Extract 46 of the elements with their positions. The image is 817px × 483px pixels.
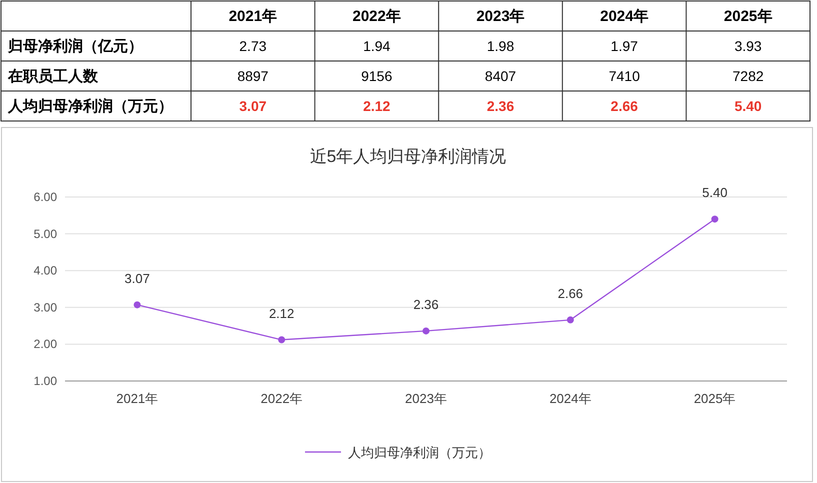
y-tick-label: 6.00 (34, 190, 58, 204)
point (422, 327, 430, 334)
data-label: 8897 (237, 68, 269, 84)
x-tick-label: 2021年 (228, 8, 278, 25)
data-label: 1.97 (610, 38, 638, 54)
y-tick-label: 3.00 (34, 300, 58, 314)
data-label: 1.94 (363, 38, 391, 54)
x-tick-label: 2022年 (260, 391, 303, 406)
point (566, 316, 574, 324)
point (711, 216, 718, 223)
x-tick-label: 2021年 (116, 391, 158, 406)
y-tick-label: 人均归母净利润（万元） (7, 97, 173, 115)
data-label: 7410 (608, 68, 640, 84)
x-tick-label: 2023年 (476, 8, 525, 25)
data-label: 3.07 (124, 270, 150, 286)
data-label: 3.93 (734, 38, 762, 54)
x-tick-label: 2025年 (694, 391, 736, 406)
data-label: 3.07 (239, 98, 267, 114)
data-label: 2.73 (239, 38, 267, 54)
point (134, 301, 141, 308)
data-label: 2.36 (486, 98, 514, 114)
chart-title: 近5年人均归母净利润情况 (310, 147, 506, 166)
y-tick-label: 1.00 (34, 374, 58, 388)
data-label: 5.40 (702, 185, 728, 200)
x-tick-label: 2025年 (724, 8, 772, 25)
y-tick-label: 归母净利润（亿元） (7, 37, 143, 55)
data-label: 2.12 (363, 98, 391, 114)
data-label: 2.36 (413, 296, 439, 312)
data-label: 2.66 (558, 286, 584, 301)
point (278, 336, 286, 344)
data-label: 2.66 (610, 98, 638, 114)
data-label: 1.98 (486, 38, 514, 54)
y-tick-label: 在职员工人数 (7, 68, 99, 85)
x-tick-label: 2022年 (352, 8, 401, 25)
data-label: 7282 (732, 68, 764, 84)
y-tick-label: 5.00 (34, 226, 58, 241)
data-label: 2.12 (268, 306, 294, 321)
y-tick-label: 2.00 (34, 337, 58, 352)
data-label: 8407 (484, 68, 516, 84)
x-tick-label: 2024年 (600, 8, 648, 25)
data-label: 5.40 (734, 98, 762, 114)
x-tick-label: 2024年 (549, 391, 592, 406)
legend-label: 人均归母净利润（万元） (348, 445, 491, 460)
x-tick-label: 2023年 (405, 391, 447, 406)
data-label: 9156 (361, 68, 392, 84)
y-tick-label: 4.00 (34, 264, 58, 278)
